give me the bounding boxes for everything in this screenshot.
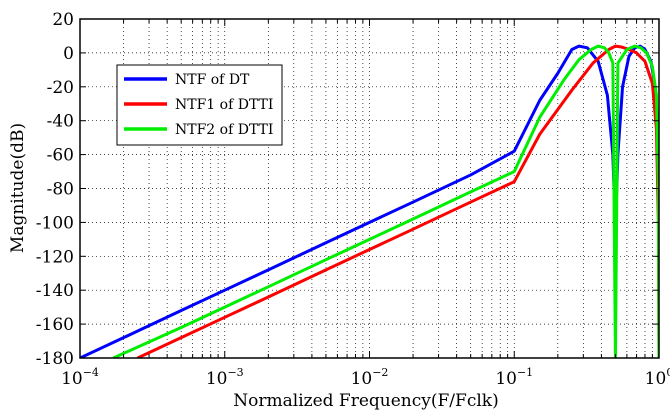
legend: NTF of DT NTF1 of DTTI NTF2 of DTTI <box>116 64 283 146</box>
y-tick-label: -140 <box>36 281 74 301</box>
ticks <box>80 18 659 359</box>
y-tick-label: -160 <box>36 315 74 335</box>
y-tick-label: 0 <box>63 44 74 64</box>
series-line-3 <box>112 44 659 358</box>
x-tick-label: 10−4 <box>61 366 99 389</box>
x-tick-label: 10−2 <box>351 366 389 389</box>
x-tick-label: 10−1 <box>495 366 533 389</box>
y-tick-label: -60 <box>47 146 74 166</box>
x-tick-label: 100 <box>645 366 670 389</box>
y-axis-title: Magnitude(dB) <box>8 123 28 253</box>
x-axis-title: Normalized Frequency(F/Fclk) <box>233 391 498 411</box>
y-tick-label: -180 <box>36 349 74 369</box>
x-tick-label: 10−3 <box>206 366 244 389</box>
y-tick-label: -20 <box>47 78 74 98</box>
legend-label-2: NTF1 of DTTI <box>175 97 273 113</box>
series-line-2 <box>136 44 659 358</box>
y-tick-label: -40 <box>47 112 74 132</box>
series-layer <box>80 44 659 358</box>
y-tick-label: -120 <box>36 247 74 267</box>
y-tick-label: -80 <box>47 180 74 200</box>
y-tick-label: -100 <box>36 213 74 233</box>
y-tick-label: 20 <box>52 10 74 30</box>
legend-label-3: NTF2 of DTTI <box>175 122 273 138</box>
legend-label-1: NTF of DT <box>175 72 250 88</box>
